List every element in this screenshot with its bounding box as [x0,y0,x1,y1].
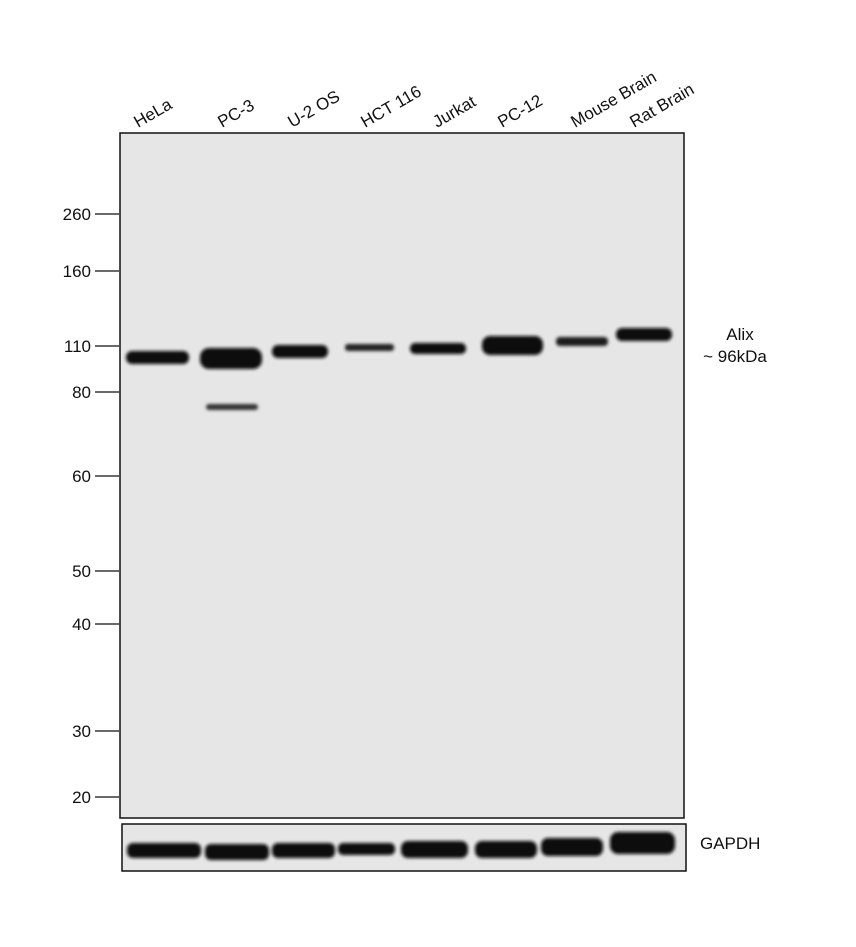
loading-control-label: GAPDH [700,834,760,853]
band [127,843,201,858]
lane-labels: HeLa PC-3 U-2 OS HCT 116 Jurkat PC-12 Mouse Br… [131,67,698,131]
marker-label: 110 [64,337,91,356]
marker-label: 260 [63,205,91,224]
marker-label: 60 [72,467,91,486]
band [482,336,543,355]
target-size: ~ 96kDa [703,347,767,366]
marker-label: 30 [72,722,91,741]
lane-label: Jurkat [430,92,480,132]
marker-label: 50 [72,562,91,581]
band [541,838,603,856]
marker-label: 80 [72,383,91,402]
target-name: Alix [726,325,754,344]
band [610,832,675,854]
band [401,841,468,858]
band [206,404,258,410]
lane-label: PC-3 [215,96,258,132]
band [616,328,672,341]
lane-label: HCT 116 [358,82,425,132]
blot-membrane [119,132,685,819]
band [272,843,335,858]
band [126,351,189,364]
band [345,344,394,351]
band [338,843,395,855]
lane-label: PC-12 [495,91,546,132]
band [200,348,262,369]
marker-label: 160 [63,262,91,281]
marker-label: 20 [72,788,91,807]
markers: 260 160 110 80 60 50 40 30 20 [63,205,119,807]
lane-label: HeLa [131,94,176,131]
band [272,345,328,358]
band [205,844,269,860]
bands [126,328,675,860]
band [410,343,466,354]
band [475,841,537,858]
lane-label: U-2 OS [285,87,344,132]
marker-label: 40 [72,615,91,634]
band [556,337,608,346]
